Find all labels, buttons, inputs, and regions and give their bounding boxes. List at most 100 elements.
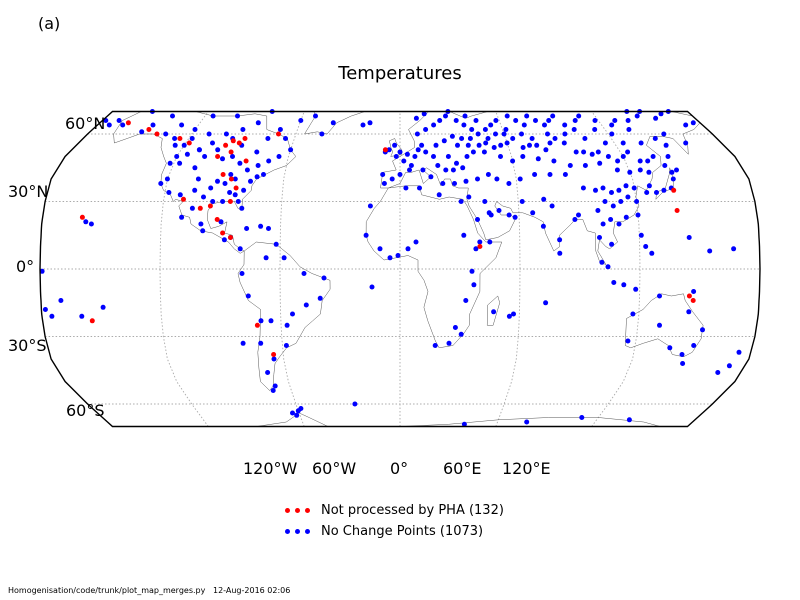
station-not-processed-15 <box>207 203 213 209</box>
station-no-change-226 <box>546 118 552 123</box>
station-no-change-170 <box>464 154 470 159</box>
station-no-change-317 <box>610 203 616 209</box>
station-no-change-294 <box>506 181 512 186</box>
station-no-change-210 <box>443 113 448 119</box>
station-not-processed-16 <box>181 196 186 202</box>
station-no-change-279 <box>510 158 516 164</box>
station-no-change-135 <box>576 212 581 218</box>
station-no-change-164 <box>431 154 436 159</box>
station-no-change-201 <box>683 122 689 128</box>
station-no-change-166 <box>443 167 449 173</box>
station-no-change-142 <box>432 343 438 348</box>
station-no-change-283 <box>567 163 573 168</box>
station-no-change-235 <box>609 122 615 128</box>
station-no-change-325 <box>597 235 602 240</box>
station-no-change-146 <box>511 311 516 317</box>
station-not-processed-10 <box>243 158 249 164</box>
station-no-change-246 <box>421 111 427 117</box>
station-no-change-171 <box>470 149 476 155</box>
station-no-change-149 <box>487 239 493 245</box>
station-no-change-219 <box>503 127 509 132</box>
station-no-change-303 <box>408 163 414 168</box>
station-not-processed-2 <box>154 131 160 137</box>
station-not-processed-13 <box>233 185 239 191</box>
station-no-change-309 <box>593 187 598 193</box>
station-no-change-208 <box>431 122 437 128</box>
station-no-change-193 <box>637 158 643 164</box>
station-no-change-114 <box>405 246 411 252</box>
station-no-change-362 <box>245 293 251 299</box>
station-no-change-57 <box>177 160 183 166</box>
station-no-change-52 <box>215 178 220 184</box>
station-no-change-357 <box>715 370 721 375</box>
station-no-change-8 <box>202 154 208 159</box>
station-no-change-245 <box>413 115 419 121</box>
station-no-change-144 <box>491 309 497 315</box>
station-no-change-105 <box>352 401 358 407</box>
station-no-change-27 <box>170 113 175 119</box>
station-no-change-335 <box>635 212 641 218</box>
station-no-change-156 <box>393 154 399 159</box>
station-no-change-23 <box>255 120 261 126</box>
station-no-change-123 <box>475 217 480 222</box>
station-no-change-47 <box>248 178 253 184</box>
station-no-change-139 <box>463 298 469 303</box>
station-no-change-216 <box>482 127 488 132</box>
station-no-change-136 <box>557 250 563 256</box>
station-no-change-161 <box>415 147 421 153</box>
station-no-change-131 <box>549 203 555 209</box>
station-no-change-359 <box>686 235 692 240</box>
station-no-change-79 <box>301 271 307 276</box>
station-no-change-55 <box>167 160 173 166</box>
map-boundary <box>39 110 761 428</box>
station-no-change-217 <box>488 122 494 128</box>
station-not-processed-28 <box>674 208 680 213</box>
station-no-change-22 <box>179 122 185 128</box>
station-no-change-150 <box>473 246 479 252</box>
station-no-change-74 <box>79 313 85 319</box>
station-no-change-223 <box>524 113 530 119</box>
station-not-processed-23 <box>89 318 95 324</box>
station-no-change-89 <box>271 356 277 362</box>
station-no-change-12 <box>237 160 243 166</box>
station-no-change-278 <box>498 154 503 159</box>
station-no-change-204 <box>106 122 112 128</box>
station-no-change-49 <box>261 172 266 177</box>
station-no-change-132 <box>540 223 546 229</box>
station-no-change-160 <box>412 154 418 159</box>
station-no-change-163 <box>423 149 429 155</box>
station-no-change-92 <box>270 388 276 393</box>
station-no-change-277 <box>481 149 487 155</box>
station-no-change-46 <box>235 199 241 204</box>
station-no-change-61 <box>198 221 204 227</box>
station-not-processed-11 <box>228 176 234 182</box>
station-no-change-371 <box>240 127 246 132</box>
station-not-processed-0 <box>125 120 131 126</box>
station-no-change-273 <box>652 136 658 141</box>
station-no-change-25 <box>235 113 240 119</box>
station-no-change-268 <box>562 131 568 137</box>
station-no-change-117 <box>417 185 422 191</box>
station-no-change-16 <box>266 158 272 164</box>
station-no-change-80 <box>321 275 327 281</box>
footer-script: Homogenisation/code/trunk/plot_map_merge… <box>8 586 206 595</box>
station-not-processed-25 <box>271 352 277 357</box>
lat-label-30s: 30°S <box>8 336 47 355</box>
station-no-change-328 <box>605 264 611 270</box>
station-no-change-248 <box>462 113 468 119</box>
station-no-change-56 <box>158 181 164 186</box>
station-no-change-270 <box>602 140 608 146</box>
stations-no-change-points <box>39 109 742 427</box>
station-no-change-358 <box>707 248 713 254</box>
station-not-processed-32 <box>276 131 281 137</box>
station-no-change-314 <box>631 185 637 191</box>
station-no-change-109 <box>367 203 373 209</box>
station-no-change-58 <box>232 176 238 182</box>
station-no-change-34 <box>330 120 336 126</box>
station-no-change-44 <box>232 192 238 198</box>
station-no-change-306 <box>381 181 387 186</box>
station-no-change-207 <box>423 127 429 132</box>
station-no-change-179 <box>527 142 532 148</box>
station-no-change-88 <box>283 343 289 348</box>
